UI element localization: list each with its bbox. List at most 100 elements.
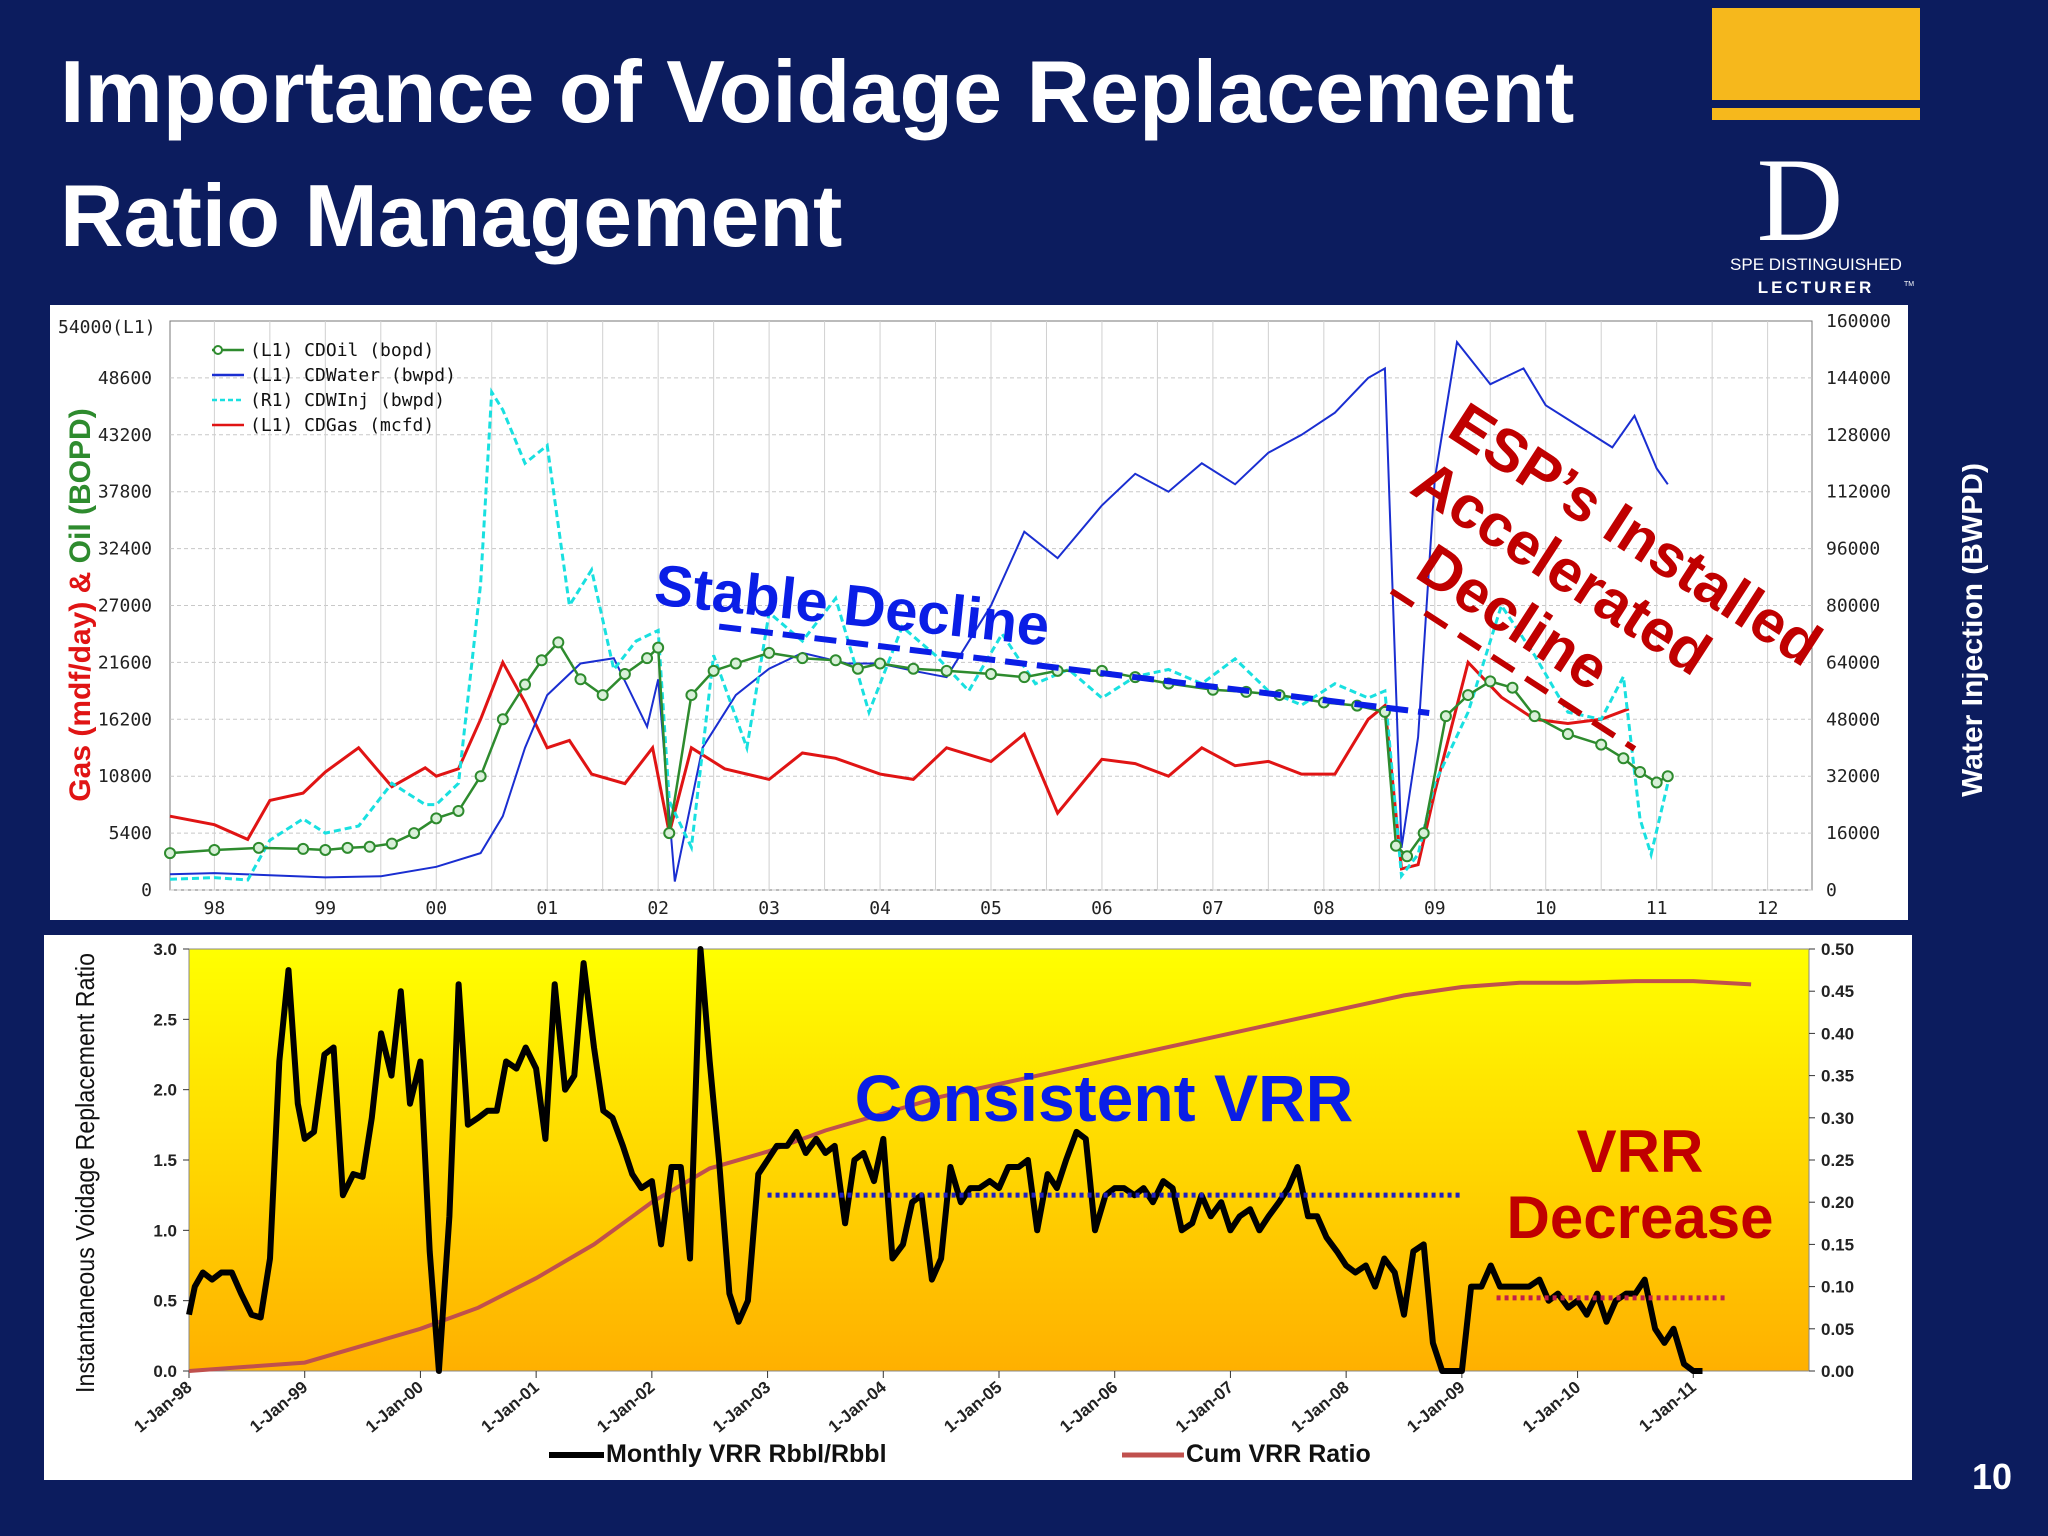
production-chart: 0 5400 10800 16200 21600 27000 32400 37800 43200… — [50, 305, 1908, 920]
oil-point — [208, 843, 221, 856]
x-tick-label: 99 — [314, 898, 336, 919]
oil-point — [164, 847, 176, 860]
x-tick-label: 1-Jan-98 — [131, 1378, 196, 1437]
oil-point — [252, 841, 265, 854]
oil-point — [1595, 738, 1608, 751]
oil-point — [385, 837, 398, 850]
oil-point — [552, 636, 565, 649]
logo-letter: D — [1757, 133, 1844, 266]
x-tick-label: 03 — [758, 898, 780, 919]
x-tick-label: 1-Jan-02 — [593, 1378, 658, 1437]
left-tick-label: 2.0 — [153, 1081, 177, 1100]
oil-point — [1650, 776, 1663, 789]
oil-series — [169, 640, 1669, 859]
left-tick-label: 37800 — [98, 482, 152, 503]
x-tick-label: 1-Jan-99 — [246, 1378, 311, 1437]
left-tick-label: 3.0 — [153, 940, 177, 959]
right-tick-label: 160000 — [1826, 311, 1891, 332]
left-tick-label: 48600 — [98, 368, 152, 389]
consistent-vrr-label: Consistent VRR — [855, 1061, 1354, 1135]
logo-line-2: LECTURER — [1758, 278, 1875, 297]
oil-point — [1661, 770, 1674, 783]
x-tick-label: 05 — [980, 898, 1002, 919]
water-injection-label: Water Injection (BWPD) — [1962, 463, 1989, 797]
left-tick-label: 0.0 — [153, 1362, 177, 1381]
amp-axis-label: & — [64, 563, 97, 593]
x-tick-label: 10 — [1535, 898, 1557, 919]
right-tick-label: 128000 — [1826, 425, 1891, 446]
oil-point — [1528, 710, 1541, 723]
water-series — [169, 339, 1669, 882]
left-tick-label: 0.5 — [153, 1292, 177, 1311]
right-tick-label: 0.05 — [1821, 1320, 1854, 1339]
oil-point — [1484, 675, 1497, 688]
oil-point — [1439, 710, 1452, 723]
oil-point — [1462, 689, 1475, 702]
oil-point — [874, 657, 887, 670]
oil-point — [519, 678, 532, 691]
x-tick-label: 04 — [869, 898, 891, 919]
slide-title: Importance of Voidage Replacement Ratio … — [60, 30, 1620, 278]
left-tick-label: 32400 — [98, 539, 152, 560]
oil-point — [430, 812, 443, 825]
oil-axis-label: Oil (BOPD) — [64, 408, 97, 563]
x-tick-label: 12 — [1757, 898, 1779, 919]
oil-point — [851, 662, 864, 675]
oil-point — [408, 827, 421, 840]
left-tick-label: 43200 — [98, 425, 152, 446]
title-line-2: Ratio Management — [60, 166, 843, 265]
gas-axis-label: Gas (mdf/day) — [64, 593, 97, 801]
x-tick-label: 09 — [1424, 898, 1446, 919]
oil-point — [641, 652, 654, 665]
right-tick-label: 0.00 — [1821, 1362, 1854, 1381]
right-tick-label: 0.10 — [1821, 1278, 1854, 1297]
right-tick-label: 0.45 — [1821, 982, 1854, 1001]
left-tick-label: 1.5 — [153, 1151, 177, 1170]
oil-point — [1417, 827, 1430, 840]
left-axis-top-label: 54000(L1) — [58, 317, 156, 338]
oil-point — [363, 840, 376, 853]
x-tick-label: 1-Jan-04 — [825, 1377, 890, 1436]
oil-point — [907, 662, 920, 675]
page-number: 10 — [1971, 1456, 2012, 1497]
x-tick-label: 1-Jan-06 — [1056, 1378, 1121, 1437]
legend-label: (L1) CDGas (mcfd) — [250, 415, 434, 436]
left-tick-label: 21600 — [98, 652, 152, 673]
x-tick-label: 07 — [1202, 898, 1224, 919]
oil-point — [829, 654, 842, 667]
right-tick-label: 0.20 — [1821, 1193, 1854, 1212]
right-tick-label: 48000 — [1826, 709, 1880, 730]
logo-gold-bar — [1712, 8, 1920, 100]
right-axis-title: Cumulative Voidage Replacement Ratio — [1908, 973, 1912, 1373]
monthly-vrr-series — [186, 946, 1703, 1374]
x-tick-label: 01 — [536, 898, 558, 919]
oil-point — [618, 667, 631, 680]
x-tick-label: 1-Jan-08 — [1288, 1378, 1353, 1437]
oil-point — [1561, 728, 1574, 741]
oil-point — [1018, 671, 1031, 684]
oil-point — [663, 827, 676, 840]
oil-point — [535, 654, 548, 667]
right-tick-label: 0.15 — [1821, 1235, 1854, 1254]
left-tick-label: 16200 — [98, 709, 152, 730]
vrr-chart: 0.0 0.5 1.0 1.5 2.0 2.5 3.0 0.00 0.05 0.10 0.15 0.2… — [44, 935, 1912, 1480]
x-tick-label: 1-Jan-09 — [1403, 1378, 1468, 1437]
right-tick-label: 64000 — [1826, 652, 1880, 673]
oil-point — [496, 713, 509, 726]
left-tick-label: 1.0 — [153, 1221, 177, 1240]
right-tick-label: 32000 — [1826, 766, 1880, 787]
legend-marker — [213, 345, 223, 355]
oil-point — [729, 657, 742, 670]
oil-point — [940, 664, 953, 677]
x-tick-label: 08 — [1313, 898, 1335, 919]
oil-point — [297, 842, 310, 855]
right-tick-label: 112000 — [1826, 482, 1891, 503]
oil-point — [652, 641, 665, 654]
oil-point — [319, 843, 332, 856]
x-tick-label: 1-Jan-05 — [941, 1378, 1006, 1437]
left-axis-title: Gas (mdf/day) & Oil (BOPD) — [64, 408, 97, 801]
oil-point — [1617, 752, 1630, 765]
left-tick-label: 27000 — [98, 596, 152, 617]
x-tick-label: 06 — [1091, 898, 1113, 919]
legend-label: (L1) CDWater (bwpd) — [250, 365, 456, 386]
